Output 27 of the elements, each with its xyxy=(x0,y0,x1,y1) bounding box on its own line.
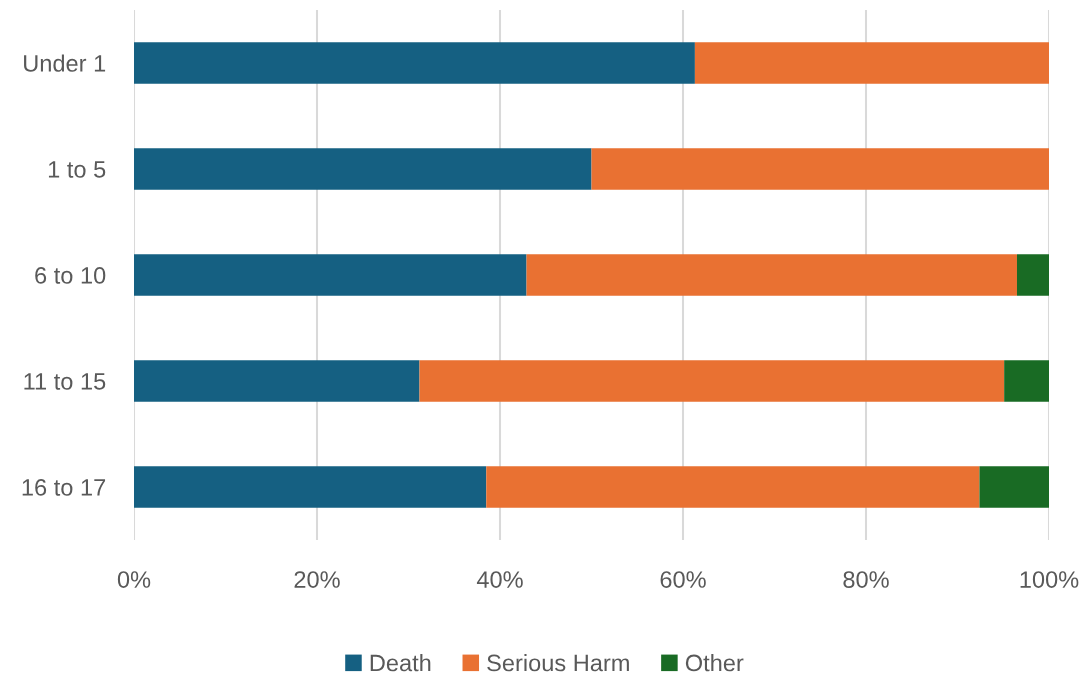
x-tick-label: 20% xyxy=(294,571,340,588)
y-tick-label: 6 to 10 xyxy=(35,267,106,284)
x-tick-label: 100% xyxy=(1020,571,1079,588)
legend-label: Other xyxy=(685,653,744,672)
y-tick-label: 16 to 17 xyxy=(22,479,106,496)
bar xyxy=(591,148,1049,190)
bar xyxy=(1016,254,1049,296)
x-tick-label: 60% xyxy=(660,571,706,588)
bar xyxy=(979,466,1049,508)
bar xyxy=(486,466,980,508)
bar xyxy=(134,360,420,402)
bar xyxy=(134,466,487,508)
legend-label: Serious Harm xyxy=(487,653,629,672)
bar xyxy=(419,360,1005,402)
bar xyxy=(134,148,592,190)
bar xyxy=(694,42,1049,84)
y-tick-label: Under 1 xyxy=(24,54,106,72)
y-tick-label: 1 to 5 xyxy=(48,161,106,178)
bar xyxy=(134,254,527,296)
x-tick-label: 80% xyxy=(843,571,889,588)
bar xyxy=(134,42,695,84)
x-tick-label: 40% xyxy=(476,571,523,588)
y-tick-label: 11 to 15 xyxy=(24,373,106,390)
legend-label: Death xyxy=(370,653,431,672)
bar xyxy=(1004,360,1049,402)
x-tick-label: 0% xyxy=(117,571,151,588)
bar xyxy=(526,254,1017,296)
